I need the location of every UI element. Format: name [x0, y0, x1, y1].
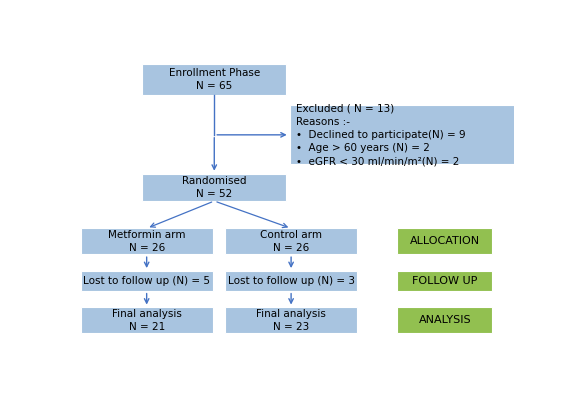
FancyBboxPatch shape: [81, 307, 213, 333]
FancyBboxPatch shape: [225, 307, 357, 333]
Text: Lost to follow up (N) = 3: Lost to follow up (N) = 3: [228, 276, 355, 286]
Text: FOLLOW UP: FOLLOW UP: [412, 276, 477, 286]
Text: Metformin arm
N = 26: Metformin arm N = 26: [108, 230, 186, 253]
Text: Lost to follow up (N) = 5: Lost to follow up (N) = 5: [83, 276, 210, 286]
Text: Randomised
N = 52: Randomised N = 52: [182, 176, 247, 199]
FancyBboxPatch shape: [397, 307, 492, 333]
Text: Final analysis
N = 23: Final analysis N = 23: [256, 309, 326, 332]
Text: Excluded ( N = 13)
Reasons :-
•  Declined to participate(N) = 9
•  Age > 60 year: Excluded ( N = 13) Reasons :- • Declined…: [296, 103, 465, 166]
Text: ALLOCATION: ALLOCATION: [410, 236, 480, 246]
FancyBboxPatch shape: [397, 228, 492, 254]
FancyBboxPatch shape: [81, 271, 213, 291]
FancyBboxPatch shape: [289, 105, 526, 164]
FancyBboxPatch shape: [225, 228, 357, 254]
FancyBboxPatch shape: [142, 174, 287, 201]
FancyBboxPatch shape: [225, 271, 357, 291]
Text: Final analysis
N = 21: Final analysis N = 21: [112, 309, 182, 332]
Text: Control arm
N = 26: Control arm N = 26: [260, 230, 322, 253]
FancyBboxPatch shape: [142, 64, 287, 94]
Text: ANALYSIS: ANALYSIS: [419, 315, 471, 325]
Text: Enrollment Phase
N = 65: Enrollment Phase N = 65: [168, 68, 260, 91]
FancyBboxPatch shape: [81, 228, 213, 254]
FancyBboxPatch shape: [397, 271, 492, 291]
